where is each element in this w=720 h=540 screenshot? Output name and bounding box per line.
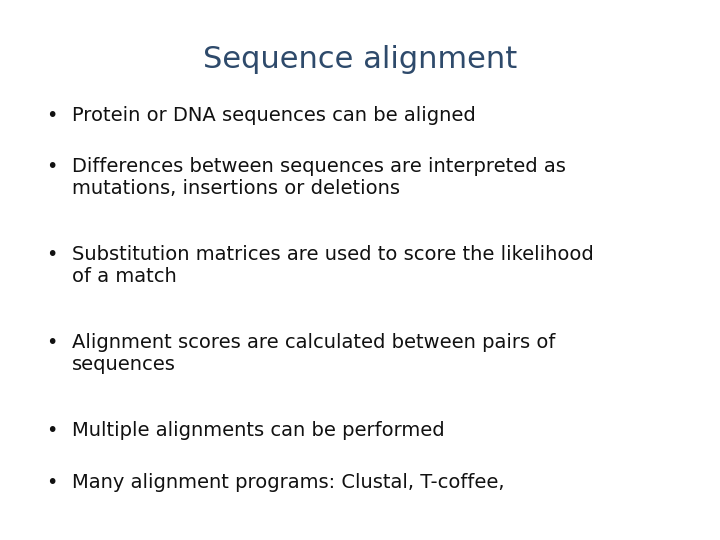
Text: Many alignment programs: Clustal, T-coffee,: Many alignment programs: Clustal, T-coff… — [72, 474, 505, 492]
Text: •: • — [46, 158, 58, 177]
Text: Multiple alignments can be performed: Multiple alignments can be performed — [72, 422, 445, 441]
Text: •: • — [46, 334, 58, 353]
Text: •: • — [46, 422, 58, 441]
Text: Sequence alignment: Sequence alignment — [203, 45, 517, 75]
Text: Substitution matrices are used to score the likelihood: Substitution matrices are used to score … — [72, 246, 594, 265]
Text: of a match: of a match — [72, 267, 176, 287]
Text: mutations, insertions or deletions: mutations, insertions or deletions — [72, 179, 400, 199]
Text: sequences: sequences — [72, 355, 176, 375]
Text: Protein or DNA sequences can be aligned: Protein or DNA sequences can be aligned — [72, 105, 476, 125]
Text: Alignment scores are calculated between pairs of: Alignment scores are calculated between … — [72, 334, 555, 353]
Text: •: • — [46, 474, 58, 492]
Text: Differences between sequences are interpreted as: Differences between sequences are interp… — [72, 158, 566, 177]
Text: •: • — [46, 246, 58, 265]
Text: •: • — [46, 105, 58, 125]
